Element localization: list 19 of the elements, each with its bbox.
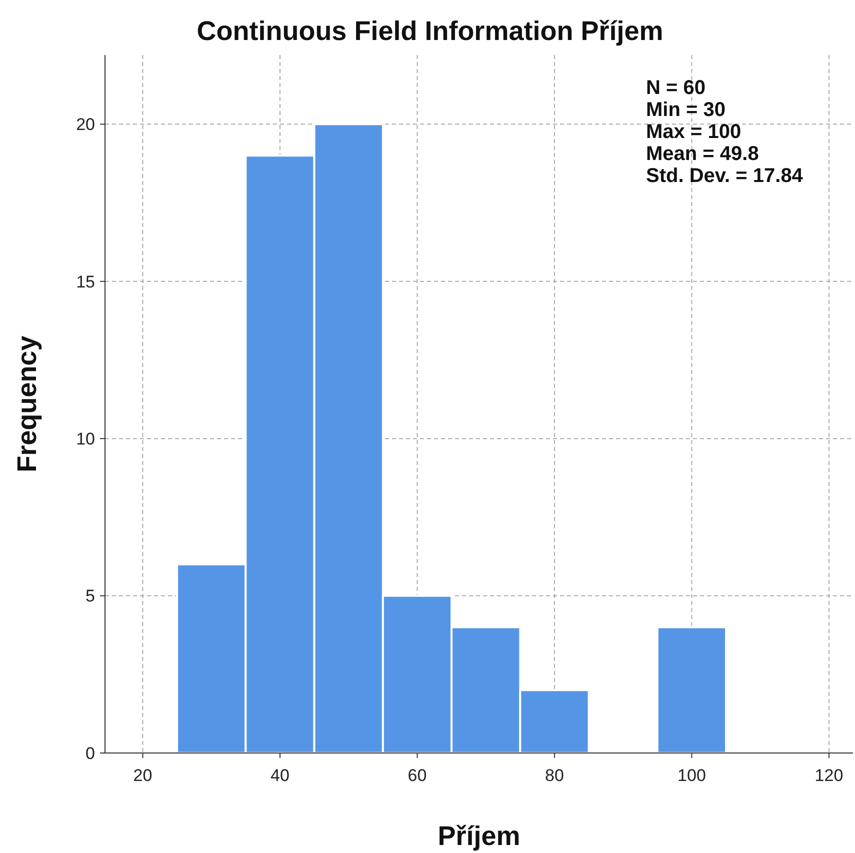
annotation: N = 60 [646,77,706,99]
x-tick-label: 100 [678,766,706,785]
annotation: Std. Dev. = 17.84 [646,165,804,187]
y-tick-label: 10 [76,430,95,449]
x-tick-label: 40 [270,766,290,785]
y-tick-label: 5 [86,586,95,606]
y-tick-label: 0 [86,744,95,763]
annotation: Min = 30 [646,99,726,121]
chart-title: Continuous Field Information Příjem [196,16,664,46]
x-tick-label: 120 [814,766,844,785]
annotation: Mean = 49.8 [646,143,759,165]
y-tick-label: 15 [76,272,95,292]
x-tick-label: 20 [133,766,152,785]
x-tick-label: 60 [408,766,427,785]
annotation: Max = 100 [646,121,742,143]
x-tick-label: 80 [545,766,564,785]
y-tick-label: 20 [76,115,95,134]
x-axis-title: Příjem [438,821,520,851]
y-axis-title: Frequency [12,336,42,472]
